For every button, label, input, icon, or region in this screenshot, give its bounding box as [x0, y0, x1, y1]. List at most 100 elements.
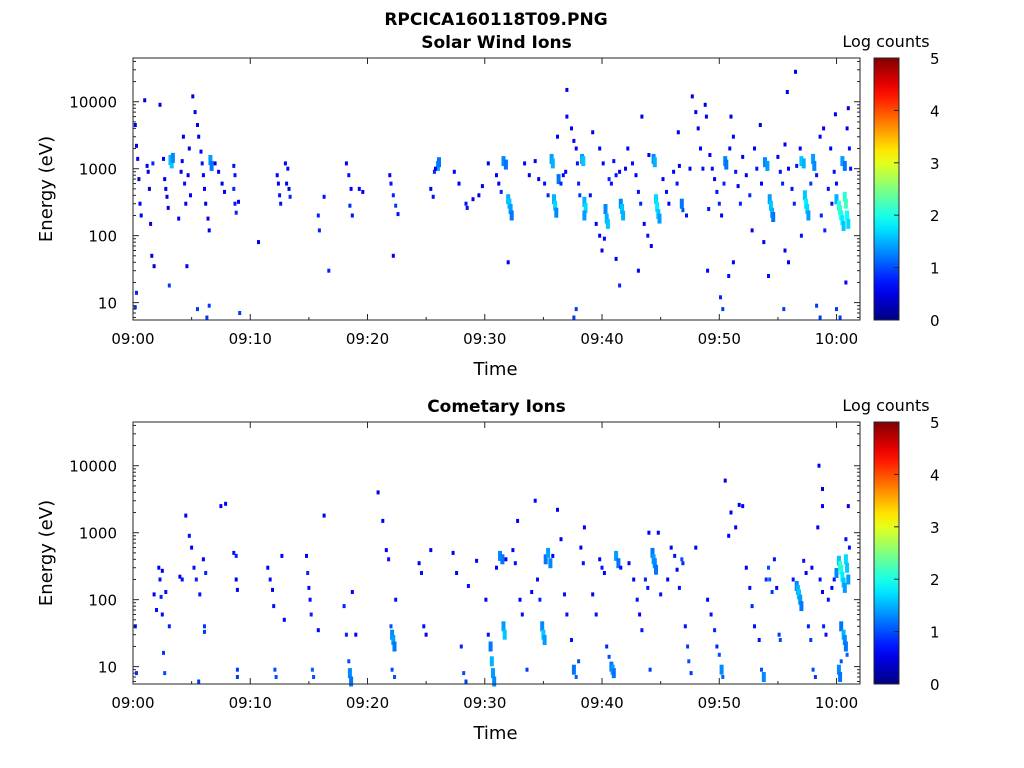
heatmap-cell: [657, 213, 662, 224]
heatmap-cell: [594, 221, 598, 226]
heatmap-cell: [701, 166, 705, 171]
heatmap-cell: [581, 561, 585, 566]
heatmap-cell: [194, 577, 198, 582]
heatmap-cell: [722, 181, 726, 186]
heatmap-cell: [765, 160, 770, 171]
heatmap-cell: [696, 126, 700, 131]
heatmap-cell: [312, 675, 316, 679]
heatmap-cell: [574, 675, 578, 679]
heatmap-cell: [429, 548, 433, 553]
heatmap-cell: [235, 667, 239, 672]
heatmap-cell: [527, 173, 531, 178]
heatmap-cell: [763, 157, 767, 168]
colorbar-tick-label: 2: [930, 571, 940, 589]
heatmap-cell: [640, 628, 644, 633]
x-axis-label: Time: [472, 723, 517, 744]
heatmap-cell: [233, 201, 237, 206]
heatmap-cell: [723, 478, 727, 483]
heatmap-cell: [811, 153, 816, 164]
heatmap-cell: [843, 198, 848, 209]
heatmap-cell: [151, 161, 155, 166]
heatmap-cell: [200, 161, 204, 166]
heatmap-cell: [213, 161, 217, 166]
heatmap-cell: [809, 181, 813, 186]
heatmap-cell: [694, 545, 698, 550]
heatmap-cell: [565, 114, 569, 119]
heatmap-cell: [361, 189, 365, 194]
heatmap-cell: [577, 181, 581, 186]
heatmap-cell: [676, 130, 680, 135]
heatmap-cell: [160, 612, 164, 617]
plot-frame: [132, 57, 861, 321]
x-axis-label: Time: [472, 359, 517, 380]
heatmap-cell: [533, 498, 537, 503]
heatmap-cell: [715, 644, 719, 649]
heatmap-cell: [835, 181, 838, 186]
heatmap-cell: [207, 228, 211, 233]
heatmap-cell: [687, 659, 691, 664]
heatmap-cell: [639, 201, 643, 206]
heatmap-cell: [518, 597, 522, 602]
heatmap-cell: [501, 621, 506, 632]
heatmap-cell: [826, 186, 830, 191]
heatmap-cell: [548, 558, 553, 569]
heatmap-cell: [432, 169, 436, 174]
y-tick-label: 10: [98, 659, 117, 677]
heatmap-cell: [647, 153, 651, 157]
heatmap-cell: [804, 571, 808, 575]
heatmap-cell: [525, 667, 529, 672]
heatmap-cell: [830, 201, 834, 206]
heatmap-cell: [477, 193, 481, 198]
heatmap-cell: [492, 676, 497, 687]
heatmap-cell: [600, 565, 604, 570]
heatmap-cell: [655, 201, 660, 212]
y-tick-label: 10000: [69, 458, 117, 476]
heatmap-cell: [537, 177, 541, 182]
heatmap-cell: [802, 558, 806, 563]
heatmap-cell: [731, 260, 735, 265]
heatmap-cell: [738, 201, 742, 206]
heatmap-cell: [551, 553, 555, 558]
heatmap-cell: [390, 667, 394, 672]
heatmap-cell: [721, 675, 725, 679]
heatmap-cell: [616, 558, 621, 569]
heatmap-cell: [707, 207, 711, 211]
heatmap-cell: [842, 160, 847, 171]
heatmap-cell: [591, 592, 595, 597]
heatmap-cell: [507, 198, 512, 209]
heatmap-cell: [143, 98, 147, 103]
heatmap-cell: [223, 189, 226, 194]
heatmap-cell: [844, 280, 848, 285]
heatmap-cell: [757, 638, 761, 642]
heatmap-cell: [390, 629, 395, 640]
heatmap-cell: [184, 513, 188, 518]
heatmap-cell: [768, 577, 772, 582]
heatmap-cell: [495, 173, 498, 178]
heatmap-cell: [624, 166, 627, 171]
heatmap-cell: [160, 568, 164, 573]
heatmap-cell: [232, 163, 236, 168]
heatmap-cell: [782, 307, 786, 312]
heatmap-cell: [394, 597, 398, 602]
heatmap-cell: [665, 189, 668, 194]
heatmap-cell: [577, 659, 581, 664]
heatmap-cell: [322, 194, 326, 199]
heatmap-cell: [187, 146, 191, 151]
heatmap-cell: [158, 102, 162, 107]
heatmap-cell: [348, 203, 352, 208]
heatmap-cell: [163, 177, 167, 182]
heatmap-cell: [184, 201, 188, 206]
heatmap-cell: [179, 169, 183, 174]
heatmap-cell: [755, 166, 759, 171]
heatmap-cell: [690, 94, 694, 99]
colorbar-tick-label: 1: [930, 624, 940, 642]
heatmap-cell: [257, 240, 260, 245]
heatmap-cell: [495, 565, 498, 570]
heatmap-cell: [798, 146, 802, 151]
heatmap-cell: [704, 114, 708, 119]
heatmap-cell: [306, 571, 310, 575]
heatmap-cell: [201, 557, 205, 562]
heatmap-cell: [162, 156, 165, 161]
heatmap-cell: [799, 601, 804, 612]
heatmap-cell: [636, 268, 640, 273]
